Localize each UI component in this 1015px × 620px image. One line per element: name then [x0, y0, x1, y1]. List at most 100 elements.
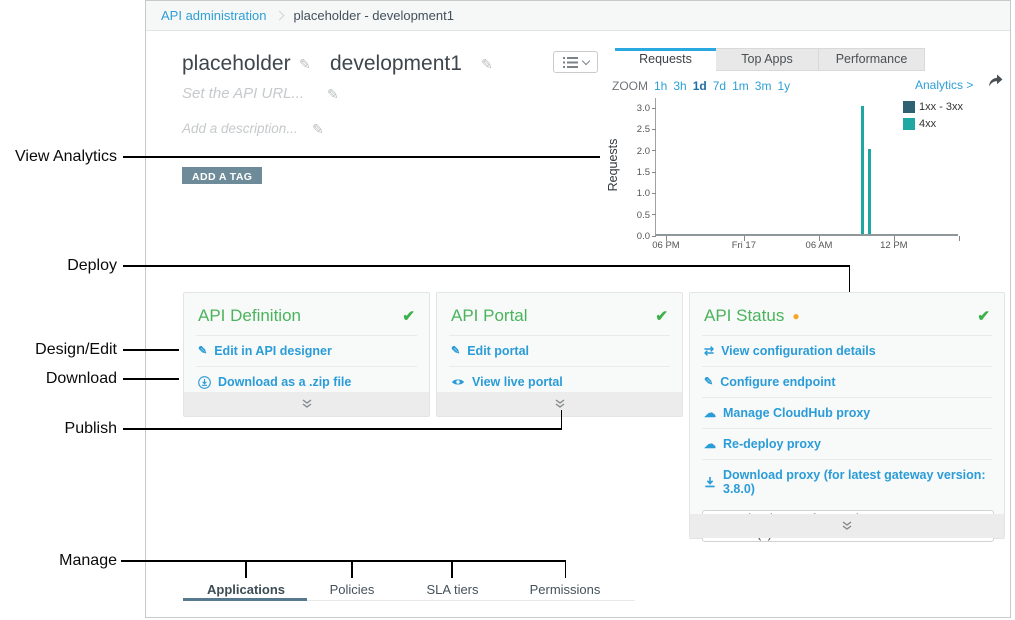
tab-policies[interactable]: Policies: [329, 582, 375, 597]
edit-url-pencil-icon[interactable]: ✎: [327, 86, 339, 102]
card-title: API Status ● ✔: [704, 306, 990, 326]
connector-deploy-v: [848, 265, 850, 292]
edit-portal-link[interactable]: ✎ Edit portal: [449, 335, 670, 366]
breadcrumb-separator-icon: [274, 10, 284, 21]
tab-applications[interactable]: Applications: [206, 582, 285, 597]
zoom-option-1y[interactable]: 1y: [777, 79, 791, 93]
api-url-placeholder[interactable]: Set the API URL...: [182, 85, 304, 102]
y-tick: [652, 171, 656, 173]
x-tick-label: 12 PM: [880, 240, 908, 251]
expand-card-button[interactable]: [437, 392, 682, 416]
tab-top-apps[interactable]: Top Apps: [716, 48, 819, 71]
edit-description-pencil-icon[interactable]: ✎: [312, 121, 324, 137]
expand-card-button[interactable]: [690, 514, 1004, 538]
redeploy-proxy-link[interactable]: ☁ Re-deploy proxy: [702, 428, 992, 459]
annotation-manage: Manage: [59, 552, 117, 569]
link-label: Download as a .zip file: [218, 375, 352, 389]
legend-item[interactable]: 4xx: [903, 118, 963, 130]
zoom-option-7d[interactable]: 7d: [712, 79, 727, 93]
bar-4xx: [860, 106, 864, 234]
x-tick-label: 06 AM: [805, 240, 833, 251]
zoom-option-1m[interactable]: 1m: [732, 79, 749, 93]
eye-icon: [451, 377, 465, 387]
link-label: Download proxy (for latest gateway versi…: [723, 468, 986, 496]
download-zip-link[interactable]: Download as a .zip file: [196, 366, 417, 397]
annotation-deploy: Deploy: [67, 257, 117, 274]
legend-label: 1xx - 3xx: [919, 101, 964, 113]
tab-performance[interactable]: Performance: [819, 48, 925, 71]
zoom-label: ZOOM: [612, 79, 648, 93]
x-tick: [959, 236, 960, 241]
breadcrumb-link-api-administration[interactable]: API administration: [161, 8, 267, 23]
edit-version-pencil-icon[interactable]: ✎: [481, 56, 493, 72]
legend-item[interactable]: 1xx - 3xx: [903, 101, 963, 113]
x-tick: [743, 236, 745, 241]
double-chevron-down-icon: [842, 521, 852, 530]
connector-manage-h: [121, 560, 566, 562]
share-export-icon[interactable]: [987, 73, 1004, 93]
link-label: View configuration details: [721, 344, 876, 358]
zoom-option-1h[interactable]: 1h: [654, 79, 668, 93]
card-api-definition: API Definition ✔ ✎ Edit in API designer …: [183, 292, 430, 417]
view-options-dropdown-button[interactable]: [553, 51, 598, 73]
zoom-links: 1h 3h 1d 7d 1m 3m 1y: [654, 79, 790, 93]
edit-name-pencil-icon[interactable]: ✎: [299, 56, 311, 72]
status-dot-icon: ●: [792, 309, 800, 323]
connector-view-analytics: [123, 156, 600, 158]
chart-tabs: Requests Top Apps Performance: [615, 48, 925, 71]
y-tick: [652, 214, 656, 216]
chart-legend: 1xx - 3xx 4xx: [903, 101, 963, 135]
configure-endpoint-link[interactable]: ✎ Configure endpoint: [702, 366, 992, 397]
zoom-option-3h[interactable]: 3h: [673, 79, 687, 93]
connector-deploy-h: [123, 265, 850, 267]
y-tick-label: 1.0: [636, 188, 650, 200]
legend-swatch: [903, 101, 915, 113]
cloud-icon: ☁: [704, 437, 716, 451]
chart-y-axis-title: Requests: [606, 138, 620, 192]
link-label: Manage CloudHub proxy: [723, 406, 871, 420]
link-label: Configure endpoint: [720, 375, 836, 389]
y-tick: [652, 235, 656, 237]
chart-zoom-row: ZOOM 1h 3h 1d 7d 1m 3m 1y: [612, 79, 790, 93]
y-tick: [652, 107, 656, 109]
card-title-text: API Portal: [451, 306, 528, 325]
download-proxy-link[interactable]: Download proxy (for latest gateway versi…: [702, 459, 992, 504]
pencil-icon: ✎: [704, 375, 714, 388]
check-icon: ✔: [655, 308, 668, 325]
view-live-portal-link[interactable]: View live portal: [449, 366, 670, 397]
analytics-link[interactable]: Analytics >: [915, 78, 974, 92]
x-tick: [819, 236, 820, 241]
download-circle-icon: [198, 375, 211, 389]
bar-4xx: [867, 148, 871, 234]
swap-arrows-icon: ⇄: [704, 344, 715, 358]
zoom-option-1d[interactable]: 1d: [692, 79, 707, 93]
connector-manage-drop-1: [245, 560, 247, 578]
tabs-underline: [183, 600, 635, 601]
y-tick-label: 1.5: [636, 167, 650, 178]
y-tick: [652, 128, 656, 130]
api-version: development1: [330, 52, 462, 75]
manage-cloudhub-proxy-link[interactable]: ☁ Manage CloudHub proxy: [702, 397, 992, 428]
y-tick: [652, 150, 656, 152]
annotation-download: Download: [45, 370, 117, 387]
view-configuration-details-link[interactable]: ⇄ View configuration details: [702, 335, 992, 366]
check-icon: ✔: [402, 308, 415, 325]
edit-in-api-designer-link[interactable]: ✎ Edit in API designer: [196, 335, 417, 366]
add-a-tag-button[interactable]: ADD A TAG: [182, 167, 263, 184]
y-tick-label: 0.0: [636, 231, 650, 242]
tab-requests[interactable]: Requests: [615, 48, 716, 71]
connector-manage-drop-4: [564, 560, 566, 578]
connector-download: [123, 378, 179, 380]
tab-sla-tiers[interactable]: SLA tiers: [426, 582, 479, 597]
api-name: placeholder: [182, 52, 291, 75]
x-tick: [893, 236, 895, 241]
link-label: Edit in API designer: [214, 344, 332, 358]
card-api-status: API Status ● ✔ ⇄ View configuration deta…: [689, 292, 1005, 542]
annotation-view-analytics: View Analytics: [15, 148, 117, 165]
api-description-placeholder[interactable]: Add a description...: [182, 121, 298, 136]
zoom-option-3m[interactable]: 3m: [754, 79, 772, 93]
connector-publish-h: [123, 428, 562, 430]
link-label: Edit portal: [467, 344, 530, 358]
expand-card-button[interactable]: [184, 392, 429, 416]
tab-permissions[interactable]: Permissions: [529, 582, 601, 597]
